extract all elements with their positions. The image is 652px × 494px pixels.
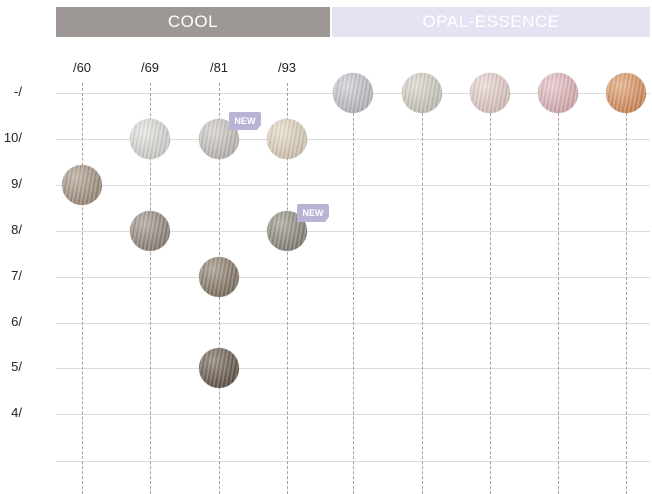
row-label: 6/ bbox=[11, 314, 22, 329]
new-badge: NEW bbox=[229, 112, 261, 130]
column-guide-line bbox=[422, 83, 423, 494]
swatch-81-7[interactable] bbox=[199, 257, 239, 297]
swatch-81-5[interactable] bbox=[199, 348, 239, 388]
column-guide-line bbox=[626, 83, 627, 494]
new-badge: NEW bbox=[297, 204, 329, 222]
opal-essence-header: OPAL-ESSENCE bbox=[332, 7, 650, 37]
opal-swatch-5[interactable] bbox=[606, 73, 646, 113]
opal-swatch-2[interactable] bbox=[402, 73, 442, 113]
column-label: /69 bbox=[140, 60, 160, 75]
cool-header: COOL bbox=[56, 7, 330, 37]
column-guide-line bbox=[490, 83, 491, 494]
row-label: 9/ bbox=[11, 176, 22, 191]
swatch-93-8[interactable] bbox=[267, 211, 307, 251]
swatch-81-10[interactable] bbox=[199, 119, 239, 159]
swatch-69-8[interactable] bbox=[130, 211, 170, 251]
column-guide-line bbox=[558, 83, 559, 494]
swatch-60-9[interactable] bbox=[62, 165, 102, 205]
column-guide-line bbox=[150, 83, 151, 494]
column-label: /81 bbox=[209, 60, 229, 75]
column-label: /93 bbox=[277, 60, 297, 75]
column-guide-line bbox=[82, 83, 83, 494]
column-guide-line bbox=[287, 83, 288, 494]
opal-swatch-1[interactable] bbox=[333, 73, 373, 113]
row-label: -/ bbox=[14, 84, 22, 99]
row-label: 10/ bbox=[3, 130, 22, 145]
row-label: 4/ bbox=[11, 405, 22, 420]
column-guide-line bbox=[353, 83, 354, 494]
column-label: /60 bbox=[72, 60, 92, 75]
row-label: 8/ bbox=[11, 222, 22, 237]
swatch-93-10[interactable] bbox=[267, 119, 307, 159]
opal-swatch-3[interactable] bbox=[470, 73, 510, 113]
swatch-69-10[interactable] bbox=[130, 119, 170, 159]
row-label: 5/ bbox=[11, 359, 22, 374]
row-label: 7/ bbox=[11, 268, 22, 283]
opal-swatch-4[interactable] bbox=[538, 73, 578, 113]
